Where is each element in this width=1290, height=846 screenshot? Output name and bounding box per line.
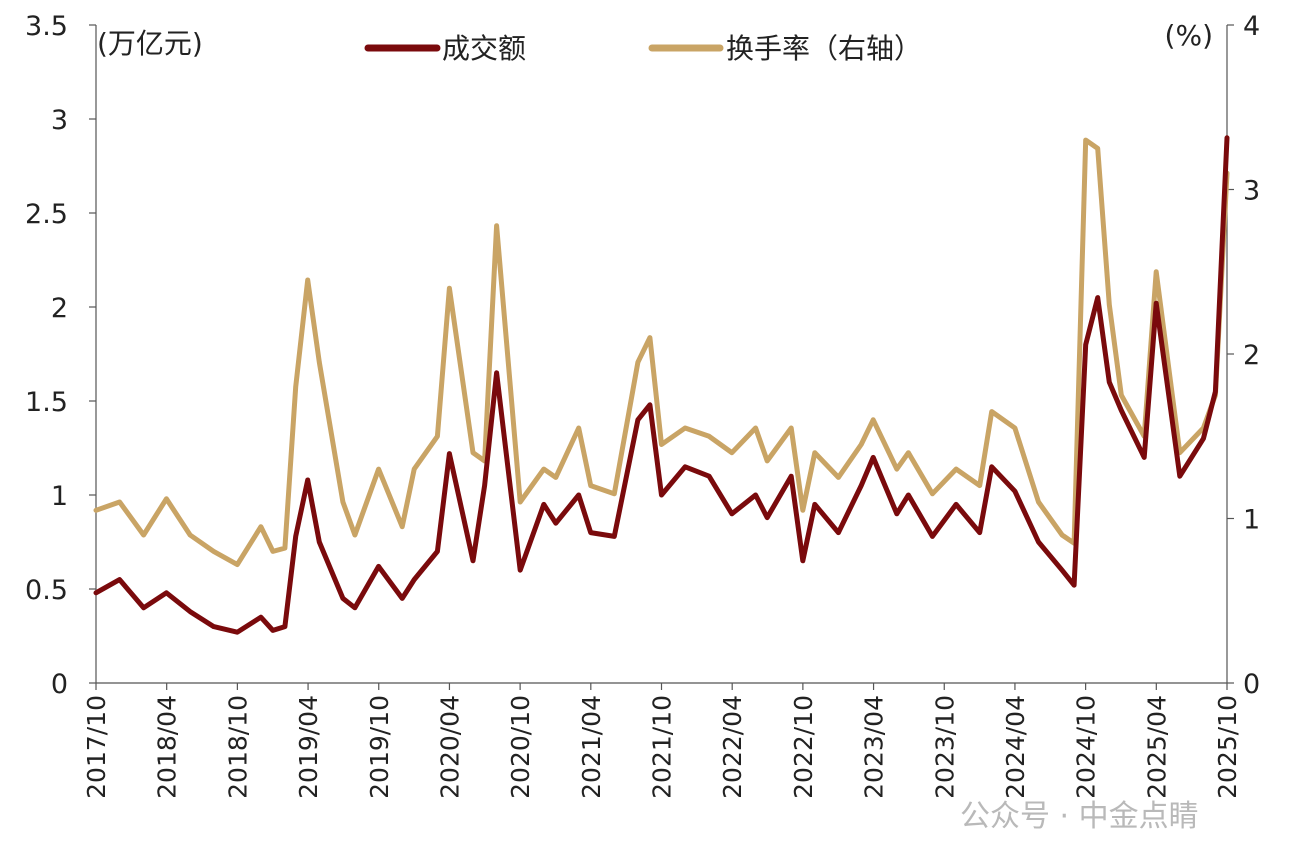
left-tick-label: 1 — [51, 481, 68, 512]
left-tick-label: 3.5 — [25, 11, 68, 42]
x-tick-label: 2017/10 — [82, 695, 111, 799]
right-tick-label: 2 — [1243, 340, 1260, 371]
x-tick-label: 2023/04 — [860, 695, 889, 799]
right-tick-label: 4 — [1243, 11, 1260, 42]
legend: 成交额 换手率（右轴） — [364, 32, 922, 65]
legend-label-turnover-rate: 换手率（右轴） — [726, 32, 922, 65]
x-tick-label: 2019/10 — [365, 695, 394, 799]
right-tick-label: 0 — [1243, 669, 1260, 700]
x-tick-label: 2018/04 — [153, 695, 182, 799]
left-tick-label: 1.5 — [25, 387, 68, 418]
left-axis-ticks: 0 0.5 1 1.5 2 2.5 3 3.5 — [25, 11, 96, 700]
x-tick-label: 2019/04 — [294, 695, 323, 799]
left-axis-unit: (万亿元) — [97, 27, 203, 60]
left-tick-label: 0 — [51, 669, 68, 700]
right-axis-unit: (%) — [1165, 19, 1213, 52]
series-group — [93, 135, 1230, 635]
series-line-0 — [93, 135, 1230, 635]
right-axis-ticks: 0 1 2 3 4 — [1227, 11, 1260, 700]
x-tick-label: 2020/10 — [506, 695, 535, 799]
x-tick-label: 2023/10 — [930, 695, 959, 799]
right-tick-label: 3 — [1243, 176, 1260, 207]
series-line-1 — [93, 137, 1230, 568]
x-tick-label: 2020/04 — [435, 695, 464, 799]
x-tick-label: 2021/04 — [577, 695, 606, 799]
left-tick-label: 2.5 — [25, 199, 68, 230]
left-tick-label: 0.5 — [25, 575, 68, 606]
legend-label-turnover-value: 成交额 — [442, 32, 526, 65]
x-tick-label: 2025/04 — [1142, 695, 1171, 799]
left-tick-label: 2 — [51, 293, 68, 324]
x-tick-label: 2018/10 — [223, 695, 252, 799]
watermark: 公众号 · 中金点睛 — [960, 799, 1199, 834]
x-axis-ticks: 2017/10 2018/04 2018/10 2019/04 2019/10 2020/… — [82, 683, 1242, 799]
left-tick-label: 3 — [51, 105, 68, 136]
x-tick-label: 2021/10 — [648, 695, 677, 799]
right-tick-label: 1 — [1243, 505, 1260, 536]
x-tick-label: 2022/10 — [789, 695, 818, 799]
x-tick-label: 2024/04 — [1001, 695, 1030, 799]
x-tick-label: 2024/10 — [1072, 695, 1101, 799]
x-tick-label: 2022/04 — [718, 695, 747, 799]
x-tick-label: 2025/10 — [1213, 695, 1242, 799]
